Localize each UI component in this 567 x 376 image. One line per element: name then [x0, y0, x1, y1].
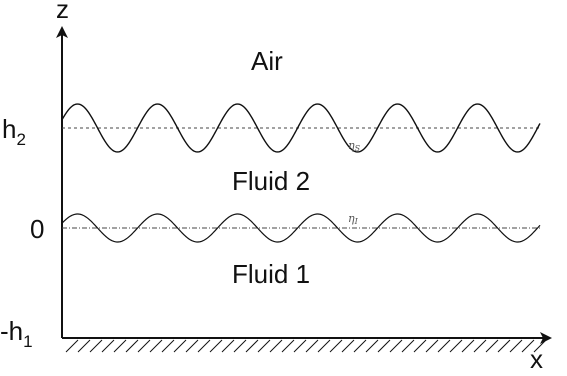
free-surface-wave — [61, 103, 541, 153]
hatch-stroke — [77, 339, 91, 353]
hatch-stroke — [281, 339, 295, 353]
surface-elevation-label: ηS — [348, 139, 361, 153]
h2-level-label: h2 — [2, 114, 26, 149]
zero-level-label: 0 — [30, 214, 44, 244]
hatch-stroke — [209, 339, 223, 353]
hatch-stroke — [185, 339, 199, 353]
hatch-stroke — [173, 339, 187, 353]
hatch-stroke — [161, 339, 175, 353]
hatch-stroke — [221, 339, 235, 353]
hatch-stroke — [245, 339, 259, 353]
hatch-stroke — [305, 339, 319, 353]
air-region-label: Air — [251, 46, 283, 76]
hatch-stroke — [101, 339, 115, 353]
hatch-stroke — [485, 339, 499, 353]
hatch-stroke — [473, 339, 487, 353]
hatch-stroke — [413, 339, 427, 353]
seabed-hatching — [65, 339, 547, 353]
hatch-stroke — [365, 339, 379, 353]
hatch-stroke — [317, 339, 331, 353]
fluid1-region-label: Fluid 1 — [232, 259, 310, 289]
hatch-stroke — [293, 339, 307, 353]
hatch-stroke — [113, 339, 127, 353]
hatch-stroke — [125, 339, 139, 353]
hatch-stroke — [233, 339, 247, 353]
hatch-stroke — [353, 339, 367, 353]
hatch-stroke — [449, 339, 463, 353]
hatch-stroke — [269, 339, 283, 353]
neg-h1-level-label: -h1 — [0, 316, 33, 351]
z-axis-label: z — [56, 0, 69, 24]
hatch-stroke — [257, 339, 271, 353]
hatch-stroke — [497, 339, 511, 353]
hatch-stroke — [89, 339, 103, 353]
internal-interface-wave — [61, 213, 541, 243]
interface-elevation-label: ηI — [348, 212, 359, 226]
hatch-stroke — [377, 339, 391, 353]
hatch-stroke — [65, 339, 79, 353]
hatch-stroke — [509, 339, 523, 353]
hatch-stroke — [149, 339, 163, 353]
hatch-stroke — [341, 339, 355, 353]
x-axis-label: x — [530, 344, 543, 374]
hatch-stroke — [329, 339, 343, 353]
hatch-stroke — [521, 339, 535, 353]
hatch-stroke — [389, 339, 403, 353]
hatch-stroke — [437, 339, 451, 353]
hatch-stroke — [401, 339, 415, 353]
hatch-stroke — [461, 339, 475, 353]
hatch-stroke — [425, 339, 439, 353]
hatch-stroke — [197, 339, 211, 353]
fluid2-region-label: Fluid 2 — [232, 166, 310, 196]
hatch-stroke — [137, 339, 151, 353]
